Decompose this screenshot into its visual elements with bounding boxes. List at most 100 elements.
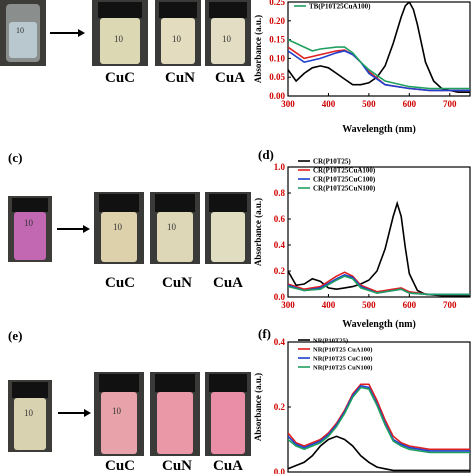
panel-label: (f) <box>258 328 271 341</box>
vial-photo-cua-row3 <box>205 372 251 456</box>
arrow-icon <box>57 225 90 233</box>
vial-photo-start-row3: 10 <box>8 380 52 452</box>
y-tick-label: 0.05 <box>269 72 285 82</box>
x-axis-label: Wavelength (nm) <box>342 319 416 330</box>
vial-graphic: 10 <box>99 194 139 262</box>
vial-label-cuc: CuC <box>104 275 135 291</box>
series-line-0 <box>288 200 470 297</box>
y-tick-label: 0.0 <box>274 292 286 302</box>
y-axis-label: Absorbance (a.u.) <box>253 15 263 83</box>
vial-photo-cuc-row2: 10 <box>94 192 144 264</box>
vial-photo-cun-row3 <box>150 372 200 456</box>
vial-label-cun: CuN <box>161 275 192 291</box>
x-tick-label: 400 <box>322 300 336 310</box>
y-tick-label: 0.8 <box>274 188 286 198</box>
series-line-3 <box>288 275 470 296</box>
svg-text:10: 10 <box>16 26 24 35</box>
panel-label-e: (e) <box>8 328 23 343</box>
vial-graphic <box>209 374 247 454</box>
chart-b: 0.00 0.05 0.10 0.15 0.20 0.25 300 400 500 600 700 W… <box>253 0 471 135</box>
vial-label-cun: CuN <box>164 70 195 86</box>
vial-graphic: 10 <box>6 4 40 62</box>
vial-photo-cua-row1: 10 <box>205 0 251 66</box>
y-tick-label: 0.25 <box>269 0 285 7</box>
vial-label-cua: CuA <box>212 458 243 474</box>
svg-text:10: 10 <box>24 408 34 418</box>
panel-label: (d) <box>258 147 274 162</box>
vial-label-cuc: CuC <box>104 70 135 86</box>
svg-text:10: 10 <box>222 34 232 44</box>
y-tick-label: 0.4 <box>274 337 286 347</box>
y-tick-label: 0.4 <box>274 240 286 250</box>
x-tick-label: 700 <box>443 99 457 109</box>
legend-entry: CR(P10T25CuA100) <box>313 167 376 175</box>
x-tick-label: 600 <box>403 300 417 310</box>
legend-entry: CR(P10T25CuN100) <box>313 185 376 193</box>
y-axis-label: Absorbance (a.u.) <box>253 373 263 441</box>
chart-d: (d) 0.0 0.2 0.4 0.6 0.8 1.0 300 400 500 600 700 Wave… <box>253 147 471 330</box>
x-tick-label: 700 <box>443 300 457 310</box>
x-tick-label: 400 <box>322 99 336 109</box>
vial-photo-start-row1: 10 <box>0 0 46 66</box>
y-tick-label: 0.2 <box>274 402 286 412</box>
vial-graphic <box>155 374 195 454</box>
legend-entry: CR(P10T25) <box>313 158 351 166</box>
svg-text:10: 10 <box>113 222 123 232</box>
vial-graphic: 10 <box>12 198 48 260</box>
vial-label-cua: CuA <box>212 275 243 291</box>
vial-graphic: 10 <box>98 2 142 64</box>
vial-graphic: 10 <box>12 382 48 450</box>
series-line-2 <box>288 50 470 92</box>
svg-text:10: 10 <box>112 406 122 416</box>
legend-entry: NR(P10T25) <box>313 338 348 345</box>
x-tick-label: 300 <box>281 99 295 109</box>
series-line-3 <box>288 386 470 454</box>
vial-graphic: 10 <box>99 374 139 454</box>
series-line-1 <box>288 46 470 92</box>
legend-entry: NR(P10T25 CuN100) <box>313 365 372 372</box>
x-axis-label: Wavelength (nm) <box>342 124 416 135</box>
vial-photo-cuc-row3: 10 <box>94 372 144 456</box>
y-tick-label: 0.6 <box>274 214 286 224</box>
series-line-1 <box>288 271 470 296</box>
legend-entry: TB(P10T25CuA100) <box>309 3 371 11</box>
y-axis-label: Absorbance (a.u.) <box>253 198 263 266</box>
svg-text:10: 10 <box>167 222 177 232</box>
legend-entry: CR(P10T25CuC100) <box>313 176 376 184</box>
svg-text:10: 10 <box>172 34 182 44</box>
svg-text:10: 10 <box>114 34 124 44</box>
series-line-0 <box>288 2 470 93</box>
legend-entry: NR(P10T25 CuA100) <box>313 347 372 354</box>
vial-graphic: 10 <box>159 2 197 64</box>
panel-label-c: (c) <box>8 150 23 165</box>
vial-photo-cua-row2 <box>205 192 251 264</box>
y-tick-label: 0.10 <box>269 53 285 63</box>
y-tick-label: 0.0 <box>274 467 286 474</box>
arrow-icon <box>50 29 85 37</box>
x-tick-label: 300 <box>281 300 295 310</box>
vial-label-cun: CuN <box>161 458 192 474</box>
vial-photo-cuc-row1: 10 <box>92 0 148 66</box>
svg-text:10: 10 <box>24 218 34 228</box>
y-tick-label: 0.00 <box>269 91 285 101</box>
arrow-icon <box>58 409 91 417</box>
vial-graphic <box>209 194 247 262</box>
x-tick-label: 500 <box>362 300 376 310</box>
vial-graphic: 10 <box>209 2 247 64</box>
plot-frame <box>287 1 471 97</box>
y-tick-label: 1.0 <box>274 162 286 172</box>
plot-frame <box>287 166 471 298</box>
y-tick-label: 0.2 <box>274 266 286 276</box>
vial-graphic: 10 <box>155 194 195 262</box>
y-tick-label: 0.15 <box>269 35 285 45</box>
chart-f: (f) 0.0 0.2 0.4 Absorbance (a.u.) NR(P10T25) N… <box>253 328 471 474</box>
series-line-2 <box>288 385 470 452</box>
series-line-0 <box>288 435 470 472</box>
vial-photo-cun-row1: 10 <box>155 0 201 66</box>
vial-photo-start-row2: 10 <box>8 196 52 262</box>
x-tick-label: 600 <box>403 99 417 109</box>
series-line-3 <box>288 38 470 90</box>
x-tick-label: 500 <box>362 99 376 109</box>
y-tick-label: 0.20 <box>269 16 285 26</box>
